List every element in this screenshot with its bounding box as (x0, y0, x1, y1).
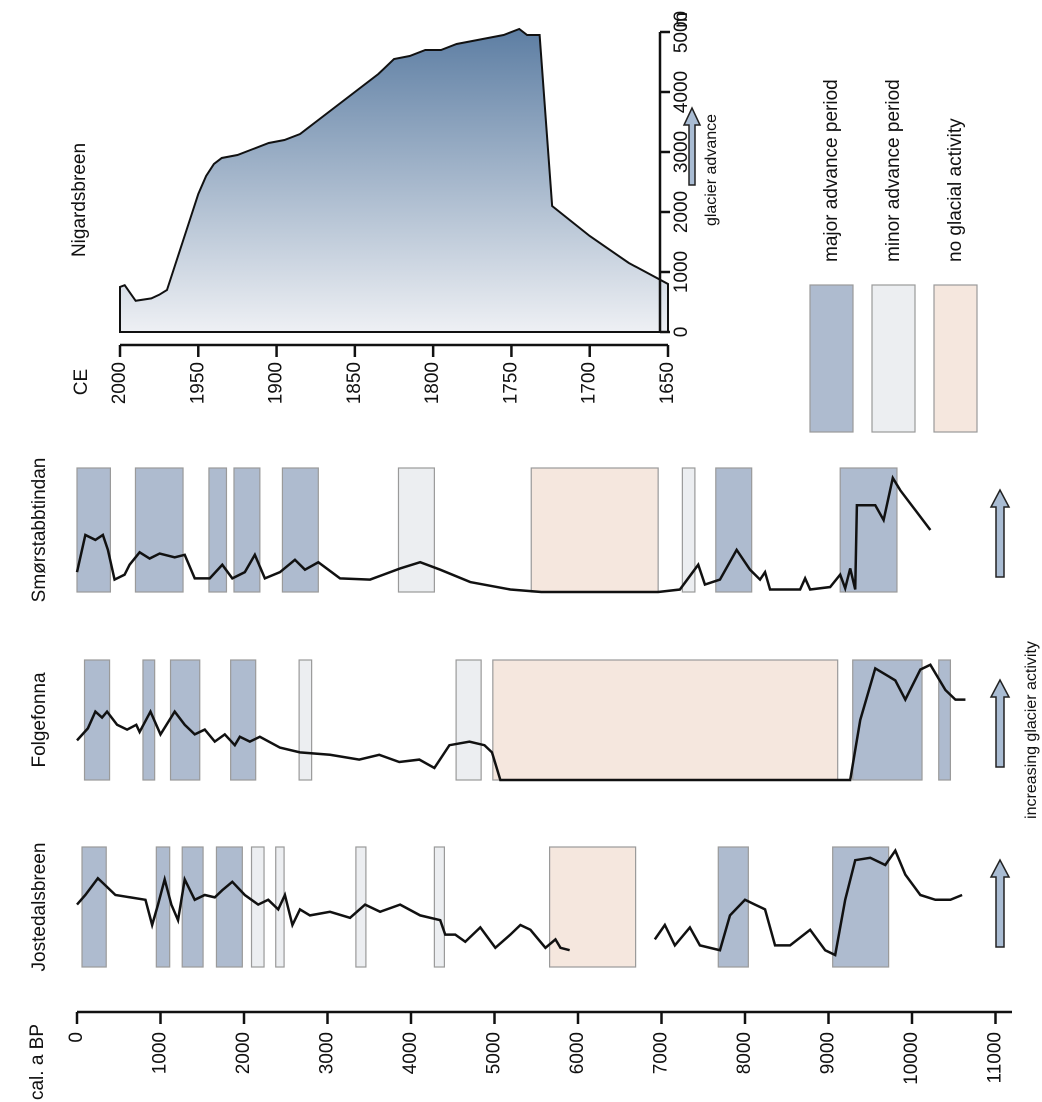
x-tick-label: 1800 (422, 362, 443, 404)
period-band (455, 659, 482, 781)
x-axis-label: cal. a BP (27, 1024, 48, 1100)
x-tick-label: 1700 (579, 362, 600, 404)
x-tick-label: 1900 (266, 362, 287, 404)
arrows (682, 106, 1011, 948)
proxy-curve (76, 848, 963, 957)
activity-arrow (989, 488, 1011, 578)
period-band (832, 846, 890, 968)
x-tick-label: 6000 (567, 1032, 588, 1074)
period-band (233, 467, 261, 593)
period-band (298, 659, 313, 781)
annotation: increasing glacier activity (1023, 641, 1040, 819)
x-tick-label: 3000 (317, 1032, 338, 1074)
x-tick-label: 2000 (109, 362, 130, 404)
x-tick-label: 1950 (187, 362, 208, 404)
period-band (852, 659, 923, 781)
x-tick-label: 1000 (150, 1032, 171, 1074)
glacier-area (119, 27, 669, 333)
activity-arrow (989, 678, 1011, 768)
period-band (530, 467, 659, 593)
y-tick-label: 1000 (671, 251, 692, 293)
legend-label: major advance period (821, 79, 842, 262)
y-tick-label: 3000 (671, 131, 692, 173)
period-band (134, 467, 184, 593)
legend-label: minor advance period (883, 79, 904, 262)
period-band (181, 846, 204, 968)
x-tick-label: 2000 (233, 1032, 254, 1074)
x-tick-label: 0 (66, 1032, 87, 1043)
period-band (938, 659, 952, 781)
proxy-curve (75, 474, 932, 594)
panel-title: Nigardsbreen (69, 143, 90, 257)
legend-swatch (933, 284, 978, 433)
period-band (715, 467, 753, 593)
period-band (83, 659, 111, 781)
x-tick-label: 4000 (400, 1032, 421, 1074)
x-tick-label: 8000 (734, 1032, 755, 1074)
proxy-curve (76, 663, 966, 782)
period-band (169, 659, 201, 781)
x-tick-label: 7000 (651, 1032, 672, 1074)
period-band (397, 467, 435, 593)
period-band (76, 467, 112, 593)
x-tick-label: 11000 (985, 1032, 1006, 1083)
y-tick-label: 4000 (671, 71, 692, 113)
period-band (81, 846, 107, 968)
x-tick-label: 1650 (657, 362, 678, 404)
period-band (215, 846, 243, 968)
panel-title: Jostedalsbreen (29, 843, 50, 972)
y-tick-label: 2000 (671, 191, 692, 233)
legend-label: no glacial activity (945, 118, 966, 262)
period-band (250, 846, 265, 968)
period-band (230, 659, 257, 781)
x-tick-label: 5000 (484, 1032, 505, 1074)
period-band (681, 467, 696, 593)
period-band (549, 846, 637, 968)
y-tick-label: 0 (671, 327, 692, 338)
advance-arrow (682, 106, 702, 186)
x-axis-label: CE (71, 369, 92, 395)
annotation: glacier advance (703, 114, 720, 226)
x-tick-label: 9000 (818, 1032, 839, 1074)
x-tick-label: 1850 (344, 362, 365, 404)
period-band (433, 846, 446, 968)
panel-title: Folgefonna (29, 672, 50, 768)
x-tick-label: 1750 (500, 362, 521, 404)
y-axis-label: m (671, 12, 692, 28)
y-tick-label: 5000 (671, 11, 692, 53)
period-band (208, 467, 228, 593)
activity-arrow (989, 858, 1011, 948)
period-band (492, 659, 839, 781)
period-band (281, 467, 319, 593)
legend-swatch (809, 284, 854, 433)
period-band (717, 846, 749, 968)
panel-title: Smørstabbtindan (29, 458, 50, 603)
legend-swatch (871, 284, 916, 433)
x-tick-label: 10000 (901, 1032, 922, 1085)
